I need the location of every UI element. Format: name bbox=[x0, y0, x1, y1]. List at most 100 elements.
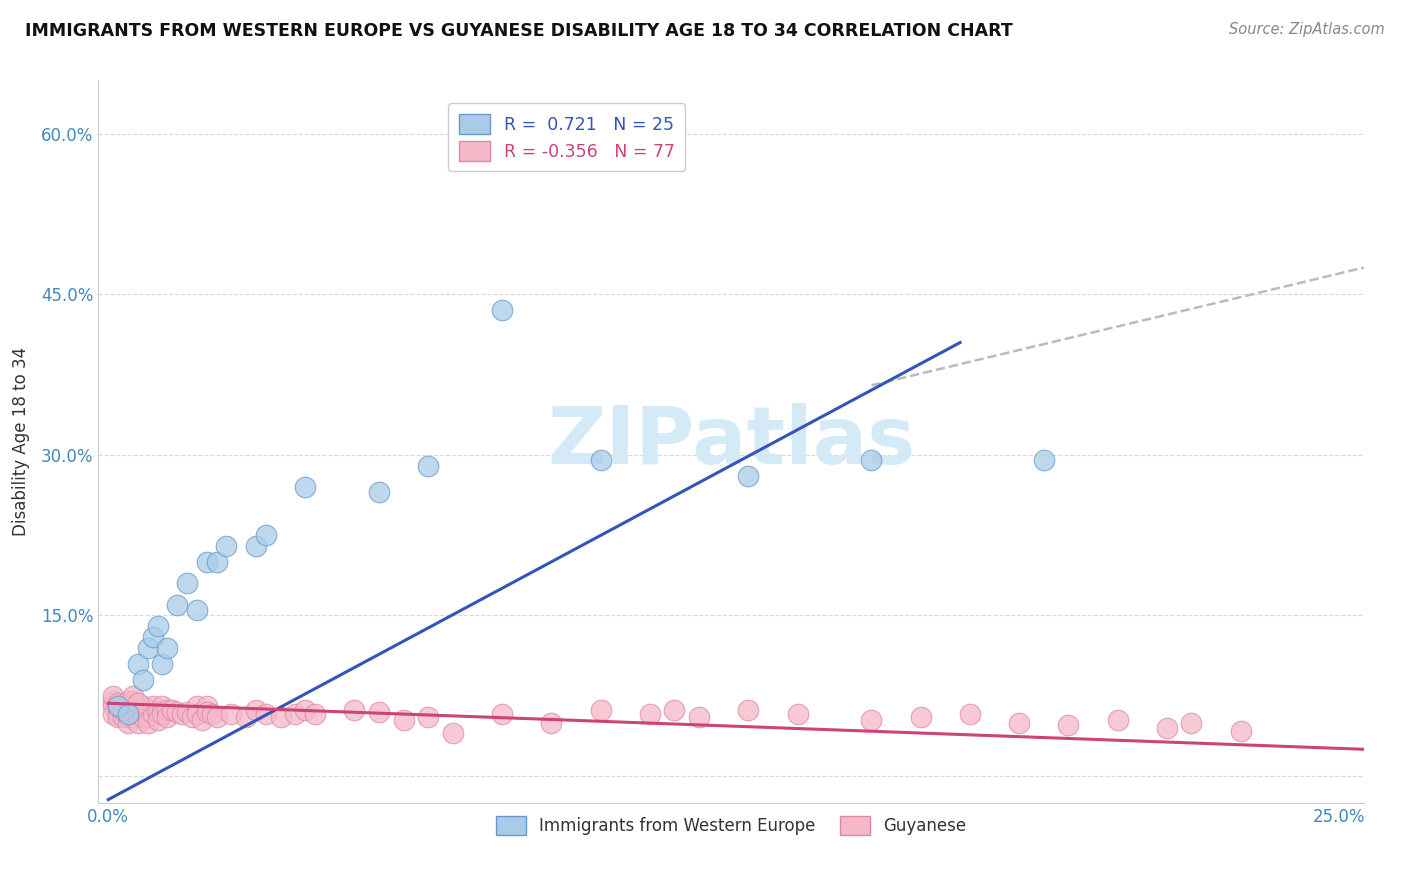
Point bbox=[162, 703, 184, 717]
Point bbox=[127, 657, 149, 671]
Point bbox=[589, 703, 612, 717]
Text: IMMIGRANTS FROM WESTERN EUROPE VS GUYANESE DISABILITY AGE 18 TO 34 CORRELATION C: IMMIGRANTS FROM WESTERN EUROPE VS GUYANE… bbox=[25, 22, 1014, 40]
Point bbox=[146, 714, 169, 728]
Point bbox=[142, 706, 165, 721]
Point bbox=[122, 694, 145, 708]
Point bbox=[186, 706, 208, 721]
Point bbox=[186, 699, 208, 714]
Point bbox=[186, 603, 208, 617]
Point bbox=[910, 710, 932, 724]
Point bbox=[441, 726, 464, 740]
Point bbox=[205, 555, 228, 569]
Point bbox=[368, 485, 391, 500]
Point bbox=[1229, 724, 1251, 739]
Point bbox=[201, 706, 224, 721]
Point bbox=[132, 710, 155, 724]
Point bbox=[112, 703, 135, 717]
Point bbox=[245, 703, 267, 717]
Point bbox=[136, 640, 159, 655]
Point bbox=[117, 694, 139, 708]
Point bbox=[107, 699, 129, 714]
Point bbox=[152, 699, 174, 714]
Point bbox=[245, 539, 267, 553]
Point bbox=[176, 705, 198, 719]
Point bbox=[221, 706, 243, 721]
Point bbox=[172, 706, 194, 721]
Point bbox=[136, 703, 159, 717]
Point bbox=[786, 706, 808, 721]
Point bbox=[127, 706, 149, 721]
Point bbox=[142, 699, 165, 714]
Point bbox=[1032, 453, 1054, 467]
Point bbox=[491, 303, 513, 318]
Point bbox=[737, 703, 759, 717]
Point bbox=[737, 469, 759, 483]
Point bbox=[860, 714, 883, 728]
Point bbox=[166, 705, 188, 719]
Point bbox=[136, 710, 159, 724]
Point bbox=[418, 710, 440, 724]
Point bbox=[491, 706, 513, 721]
Point bbox=[368, 705, 391, 719]
Point bbox=[132, 673, 155, 687]
Text: Source: ZipAtlas.com: Source: ZipAtlas.com bbox=[1229, 22, 1385, 37]
Point bbox=[122, 710, 145, 724]
Point bbox=[1057, 717, 1080, 731]
Point bbox=[117, 705, 139, 719]
Y-axis label: Disability Age 18 to 34: Disability Age 18 to 34 bbox=[11, 347, 30, 536]
Point bbox=[195, 555, 218, 569]
Point bbox=[166, 598, 188, 612]
Point bbox=[540, 715, 562, 730]
Point bbox=[294, 703, 316, 717]
Point bbox=[103, 689, 125, 703]
Point bbox=[1180, 715, 1202, 730]
Point bbox=[103, 694, 125, 708]
Point bbox=[1008, 715, 1031, 730]
Point bbox=[122, 705, 145, 719]
Point bbox=[195, 699, 218, 714]
Text: ZIPatlas: ZIPatlas bbox=[547, 402, 915, 481]
Point bbox=[235, 710, 257, 724]
Point bbox=[215, 539, 238, 553]
Point bbox=[127, 715, 149, 730]
Point bbox=[270, 710, 292, 724]
Point bbox=[1107, 714, 1129, 728]
Point bbox=[156, 710, 179, 724]
Point bbox=[103, 706, 125, 721]
Point bbox=[254, 706, 277, 721]
Point bbox=[392, 714, 415, 728]
Point bbox=[132, 699, 155, 714]
Point bbox=[343, 703, 366, 717]
Point bbox=[142, 630, 165, 644]
Point bbox=[103, 699, 125, 714]
Point bbox=[176, 576, 198, 591]
Point bbox=[117, 715, 139, 730]
Point bbox=[181, 710, 204, 724]
Point bbox=[664, 703, 686, 717]
Point bbox=[418, 458, 440, 473]
Point bbox=[195, 705, 218, 719]
Point bbox=[688, 710, 710, 724]
Point bbox=[152, 706, 174, 721]
Legend: Immigrants from Western Europe, Guyanese: Immigrants from Western Europe, Guyanese bbox=[489, 809, 973, 841]
Point bbox=[117, 706, 139, 721]
Point bbox=[107, 699, 129, 714]
Point bbox=[1156, 721, 1178, 735]
Point bbox=[107, 705, 129, 719]
Point bbox=[107, 710, 129, 724]
Point bbox=[107, 696, 129, 710]
Point bbox=[152, 657, 174, 671]
Point bbox=[860, 453, 883, 467]
Point bbox=[589, 453, 612, 467]
Point bbox=[156, 640, 179, 655]
Point bbox=[284, 706, 307, 721]
Point bbox=[117, 710, 139, 724]
Point bbox=[294, 480, 316, 494]
Point bbox=[959, 706, 981, 721]
Point bbox=[122, 689, 145, 703]
Point bbox=[254, 528, 277, 542]
Point bbox=[112, 710, 135, 724]
Point bbox=[136, 715, 159, 730]
Point bbox=[127, 696, 149, 710]
Point bbox=[191, 714, 214, 728]
